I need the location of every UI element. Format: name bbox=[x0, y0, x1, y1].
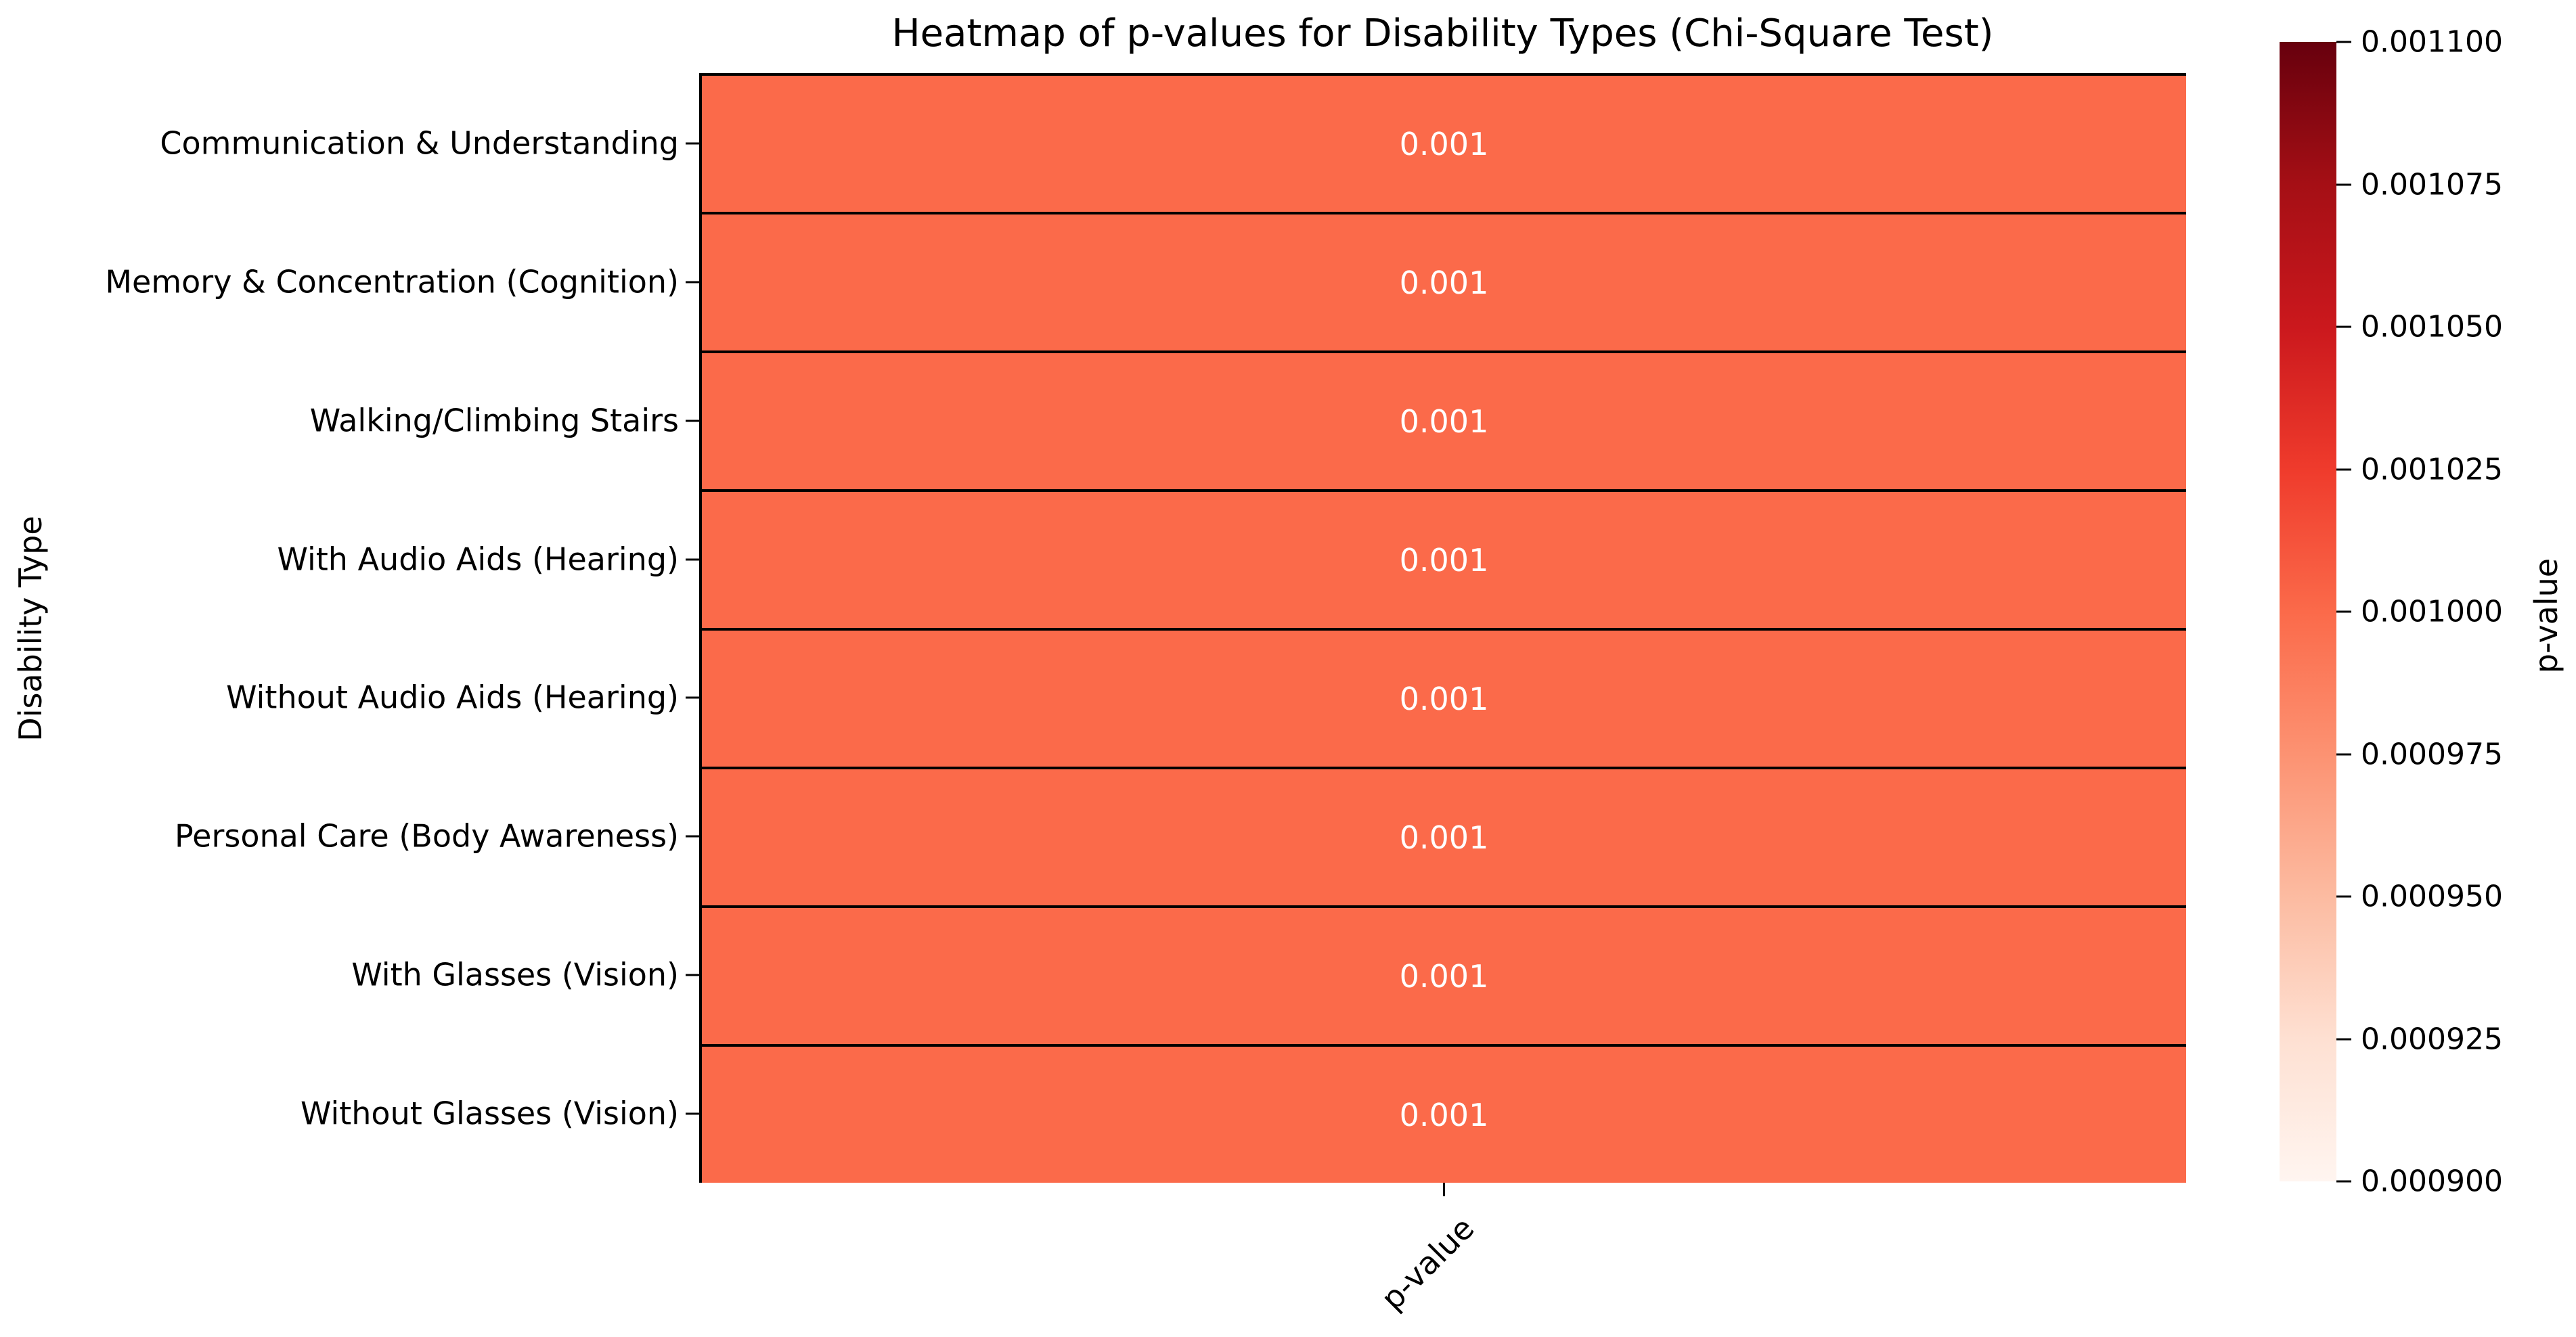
colorbar-tick-label: 0.000900 bbox=[2361, 1164, 2503, 1199]
colorbar-tick-label: 0.001025 bbox=[2361, 452, 2503, 487]
y-tick-label: Memory & Concentration (Cognition) bbox=[105, 263, 679, 300]
y-tick-mark bbox=[686, 1112, 699, 1115]
heatmap-cell: 0.001 bbox=[702, 1044, 2186, 1183]
x-tick-label: p-value bbox=[1373, 1210, 1482, 1317]
y-tick-label: With Audio Aids (Hearing) bbox=[277, 541, 680, 578]
y-tick-mark bbox=[686, 281, 699, 284]
cell-value: 0.001 bbox=[1399, 680, 1489, 717]
y-tick-mark bbox=[686, 142, 699, 145]
cell-value: 0.001 bbox=[1399, 403, 1489, 440]
colorbar-tick-label: 0.000950 bbox=[2361, 879, 2503, 914]
cell-value: 0.001 bbox=[1399, 125, 1489, 162]
y-tick-label: Personal Care (Body Awareness) bbox=[175, 817, 679, 855]
y-tick-label: Walking/Climbing Stairs bbox=[309, 402, 679, 439]
chart-title: Heatmap of p-values for Disability Types… bbox=[891, 12, 1994, 55]
y-tick-label: With Glasses (Vision) bbox=[351, 956, 679, 993]
y-tick-label: Without Glasses (Vision) bbox=[300, 1095, 679, 1132]
colorbar-tick-mark bbox=[2336, 610, 2351, 613]
colorbar-tick-mark bbox=[2336, 753, 2351, 756]
y-tick-label: Communication & Understanding bbox=[160, 124, 679, 162]
heatmap-cell: 0.001 bbox=[702, 212, 2186, 350]
heatmap-cell: 0.001 bbox=[702, 767, 2186, 905]
colorbar-tick-label: 0.001100 bbox=[2361, 24, 2503, 60]
heatmap-grid: 0.001 0.001 0.001 0.001 0.001 0.001 0.00… bbox=[699, 73, 2186, 1183]
y-tick-mark bbox=[686, 696, 699, 699]
colorbar-tick-label: 0.000925 bbox=[2361, 1022, 2503, 1057]
colorbar-tick-mark bbox=[2336, 41, 2351, 43]
colorbar-tick-label: 0.001075 bbox=[2361, 167, 2503, 202]
heatmap-cell: 0.001 bbox=[702, 489, 2186, 628]
colorbar bbox=[2280, 42, 2336, 1181]
y-tick-label: Without Audio Aids (Hearing) bbox=[226, 679, 679, 716]
colorbar-tick-mark bbox=[2336, 325, 2351, 328]
heatmap-cell: 0.001 bbox=[702, 350, 2186, 489]
y-tick-mark bbox=[686, 558, 699, 561]
colorbar-tick-label: 0.000975 bbox=[2361, 737, 2503, 772]
colorbar-tick-mark bbox=[2336, 183, 2351, 186]
x-tick-mark bbox=[1443, 1183, 1445, 1196]
cell-value: 0.001 bbox=[1399, 819, 1489, 856]
heatmap-cell: 0.001 bbox=[702, 628, 2186, 767]
colorbar-tick-mark bbox=[2336, 1038, 2351, 1041]
y-tick-mark bbox=[686, 835, 699, 838]
cell-value: 0.001 bbox=[1399, 541, 1489, 579]
colorbar-tick-label: 0.001000 bbox=[2361, 594, 2503, 629]
colorbar-tick-mark bbox=[2336, 1180, 2351, 1183]
colorbar-axis-label: p-value bbox=[2528, 558, 2564, 674]
cell-value: 0.001 bbox=[1399, 1096, 1489, 1133]
y-tick-mark bbox=[686, 974, 699, 976]
heatmap-cell: 0.001 bbox=[702, 905, 2186, 1044]
cell-value: 0.001 bbox=[1399, 957, 1489, 995]
colorbar-tick-mark bbox=[2336, 468, 2351, 471]
heatmap-cell: 0.001 bbox=[702, 76, 2186, 212]
colorbar-tick-label: 0.001050 bbox=[2361, 309, 2503, 344]
y-tick-mark bbox=[686, 420, 699, 422]
cell-value: 0.001 bbox=[1399, 264, 1489, 301]
colorbar-tick-mark bbox=[2336, 895, 2351, 898]
